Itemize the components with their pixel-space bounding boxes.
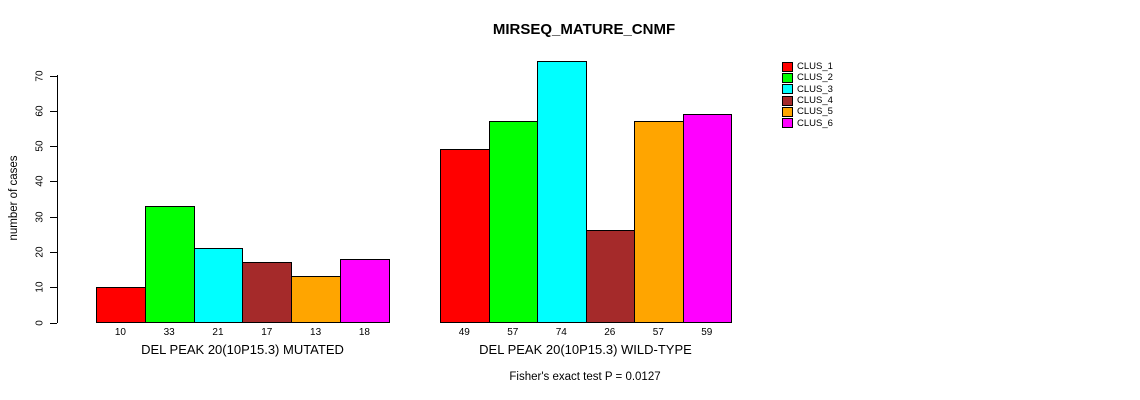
bar-value-label: 13 [310, 327, 322, 338]
bar-clus_5-group1 [634, 120, 684, 323]
y-tick-mark [50, 287, 57, 289]
legend-entry-clus_2: CLUS_2 [782, 72, 833, 83]
y-tick-mark [50, 181, 57, 183]
legend-swatch-icon [782, 61, 793, 72]
legend-swatch-icon [782, 118, 793, 129]
fisher-test-annotation: Fisher's exact test P = 0.0127 [509, 371, 661, 383]
bar-value-label: 18 [358, 327, 370, 338]
y-tick-label: 50 [34, 140, 46, 152]
bar-clus_1-group1 [440, 149, 490, 323]
bar-value-label: 33 [163, 327, 175, 338]
bar-value-label: 74 [555, 327, 567, 338]
x-group-label-mutated: DEL PEAK 20(10P15.3) MUTATED [141, 342, 344, 357]
bar-value-label: 49 [458, 327, 470, 338]
y-tick-label: 60 [34, 105, 46, 117]
y-tick-label: 70 [34, 69, 46, 82]
legend-swatch-icon [782, 95, 793, 106]
bar-clus_6-group1 [682, 113, 732, 323]
legend-entry-clus_1: CLUS_1 [782, 61, 833, 72]
bar-clus_3-group0 [193, 247, 244, 323]
legend-swatch-icon [782, 106, 793, 117]
legend: CLUS_1 CLUS_2 CLUS_3 CLUS_4 CLUS_5 CLUS_6 [782, 61, 833, 129]
bar-clus_2-group1 [488, 120, 538, 323]
legend-entry-clus_6: CLUS_6 [782, 117, 833, 129]
bar-clus_4-group0 [242, 262, 293, 323]
y-tick-mark [50, 216, 57, 218]
legend-label: CLUS_2 [797, 72, 833, 84]
legend-label: CLUS_1 [797, 61, 833, 73]
legend-entry-clus_3: CLUS_3 [782, 84, 833, 95]
bar-value-label: 57 [507, 327, 519, 338]
y-tick-label: 0 [34, 319, 46, 326]
bar-value-label: 57 [652, 327, 664, 338]
legend-label: CLUS_3 [797, 83, 833, 95]
y-axis-label: number of cases [8, 155, 20, 241]
legend-label: CLUS_6 [797, 117, 833, 129]
legend-entry-clus_4: CLUS_4 [782, 95, 833, 106]
bar-clus_6-group0 [340, 258, 390, 323]
bar-value-label: 26 [604, 327, 616, 338]
y-tick-mark [50, 75, 57, 77]
bar-clus_1-group0 [96, 286, 146, 323]
bar-clus_5-group0 [291, 276, 341, 323]
y-axis-line [57, 75, 58, 323]
y-tick-label: 20 [34, 246, 46, 258]
y-tick-label: 40 [34, 175, 46, 187]
bar-clus_2-group0 [144, 205, 195, 323]
y-tick-mark [50, 146, 57, 148]
y-tick-label: 10 [34, 281, 46, 293]
x-group-label-wild-type: DEL PEAK 20(10P15.3) WILD-TYPE [479, 342, 692, 357]
bar-value-label: 10 [114, 327, 126, 338]
bar-value-label: 59 [701, 327, 713, 338]
y-tick-mark [50, 251, 57, 253]
legend-swatch-icon [782, 72, 793, 83]
bar-value-label: 17 [261, 327, 273, 338]
y-tick-label: 30 [34, 211, 46, 223]
bar-value-label: 21 [212, 327, 224, 338]
legend-swatch-icon [782, 84, 793, 95]
y-tick-mark [50, 110, 57, 112]
legend-label: CLUS_4 [797, 95, 833, 107]
legend-label: CLUS_5 [797, 106, 833, 118]
chart-title: MIRSEQ_MATURE_CNMF [492, 21, 676, 38]
bar-clus_4-group1 [585, 230, 635, 323]
y-tick-mark [50, 322, 57, 324]
bar-clus_3-group1 [537, 60, 587, 323]
legend-entry-clus_5: CLUS_5 [782, 106, 833, 117]
